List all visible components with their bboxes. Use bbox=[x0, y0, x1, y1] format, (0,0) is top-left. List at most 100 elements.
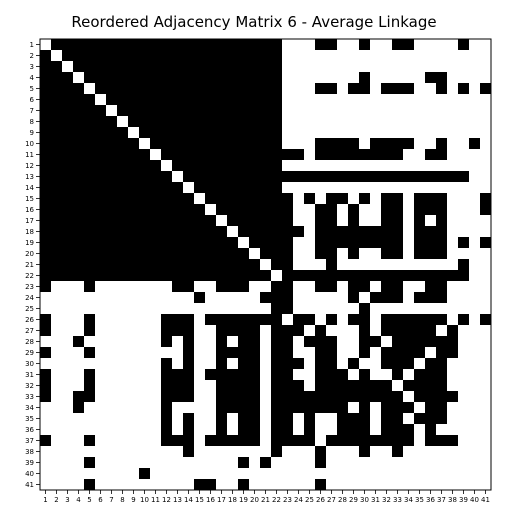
matrix-cell bbox=[117, 402, 129, 414]
matrix-cell bbox=[414, 424, 426, 436]
matrix-cell bbox=[458, 204, 470, 216]
matrix-cell bbox=[392, 72, 404, 84]
matrix-cell bbox=[425, 39, 437, 51]
matrix-cell bbox=[84, 149, 96, 161]
matrix-cell bbox=[183, 116, 195, 128]
matrix-cell bbox=[304, 424, 316, 436]
matrix-cell bbox=[62, 446, 74, 458]
matrix-cell bbox=[381, 446, 393, 458]
matrix-cell bbox=[370, 391, 382, 403]
matrix-cell bbox=[139, 127, 151, 139]
matrix-cell bbox=[227, 171, 239, 183]
y-tick-label: 18 bbox=[25, 228, 34, 236]
matrix-cell bbox=[293, 215, 305, 227]
matrix-cell bbox=[205, 435, 217, 447]
matrix-cell bbox=[359, 435, 371, 447]
matrix-cell bbox=[260, 39, 272, 51]
matrix-cell bbox=[337, 446, 349, 458]
matrix-cell bbox=[326, 127, 338, 139]
matrix-cell bbox=[359, 391, 371, 403]
matrix-cell bbox=[73, 325, 85, 337]
matrix-cell bbox=[381, 72, 393, 84]
matrix-cell bbox=[172, 94, 184, 106]
matrix-cell bbox=[458, 391, 470, 403]
matrix-cell bbox=[227, 127, 239, 139]
matrix-cell bbox=[458, 160, 470, 172]
matrix-cell bbox=[139, 446, 151, 458]
matrix-cell bbox=[139, 182, 151, 194]
matrix-cell bbox=[304, 149, 316, 161]
matrix-cell bbox=[161, 468, 173, 480]
matrix-cell bbox=[172, 413, 184, 425]
matrix-cell bbox=[238, 248, 250, 260]
matrix-cell bbox=[414, 391, 426, 403]
matrix-cell bbox=[480, 61, 492, 73]
matrix-cell bbox=[183, 39, 195, 51]
matrix-cell bbox=[326, 325, 338, 337]
matrix-cell bbox=[161, 380, 173, 392]
matrix-cell bbox=[425, 226, 437, 238]
matrix-cell bbox=[425, 127, 437, 139]
matrix-cell bbox=[469, 303, 481, 315]
matrix-cell bbox=[150, 391, 162, 403]
matrix-cell bbox=[249, 281, 261, 293]
matrix-cell bbox=[414, 281, 426, 293]
matrix-cell bbox=[172, 358, 184, 370]
matrix-cell bbox=[315, 105, 327, 117]
matrix-cell bbox=[128, 204, 140, 216]
matrix-cell bbox=[315, 160, 327, 172]
matrix-cell bbox=[183, 369, 195, 381]
matrix-cell bbox=[128, 303, 140, 315]
matrix-cell bbox=[403, 204, 415, 216]
matrix-cell bbox=[40, 116, 52, 128]
y-tick-label: 31 bbox=[25, 371, 34, 379]
matrix-cell bbox=[414, 215, 426, 227]
y-tick-label: 9 bbox=[30, 129, 34, 137]
matrix-cell bbox=[425, 292, 437, 304]
matrix-cell bbox=[183, 435, 195, 447]
matrix-cell bbox=[238, 149, 250, 161]
matrix-cell bbox=[106, 270, 118, 282]
matrix-cell bbox=[304, 72, 316, 84]
matrix-cell bbox=[117, 215, 129, 227]
matrix-cell bbox=[161, 171, 173, 183]
matrix-cell bbox=[51, 402, 63, 414]
matrix-cell bbox=[95, 413, 107, 425]
matrix-cell bbox=[260, 347, 272, 359]
matrix-cell bbox=[172, 303, 184, 315]
matrix-cell bbox=[216, 391, 228, 403]
matrix-cell bbox=[51, 105, 63, 117]
matrix-cell bbox=[260, 424, 272, 436]
matrix-cell bbox=[304, 325, 316, 337]
matrix-cell bbox=[359, 160, 371, 172]
matrix-cell bbox=[293, 292, 305, 304]
matrix-cell bbox=[469, 457, 481, 469]
matrix-cell bbox=[326, 457, 338, 469]
matrix-cell bbox=[469, 259, 481, 271]
matrix-cell bbox=[128, 105, 140, 117]
matrix-cell bbox=[403, 402, 415, 414]
matrix-cell bbox=[216, 149, 228, 161]
matrix-cell bbox=[425, 83, 437, 95]
matrix-cell bbox=[293, 248, 305, 260]
matrix-cell bbox=[447, 83, 459, 95]
matrix-cell bbox=[40, 303, 52, 315]
matrix-cell bbox=[480, 336, 492, 348]
matrix-cell bbox=[40, 358, 52, 370]
matrix-cell bbox=[315, 138, 327, 150]
matrix-cell bbox=[172, 72, 184, 84]
matrix-cell bbox=[238, 380, 250, 392]
matrix-cell bbox=[128, 39, 140, 51]
matrix-cell bbox=[150, 72, 162, 84]
matrix-cell bbox=[161, 61, 173, 73]
matrix-cell bbox=[469, 105, 481, 117]
matrix-cell bbox=[425, 160, 437, 172]
matrix-cell bbox=[271, 281, 283, 293]
matrix-cell bbox=[293, 138, 305, 150]
matrix-cell bbox=[370, 72, 382, 84]
matrix-cell bbox=[40, 171, 52, 183]
matrix-cell bbox=[260, 116, 272, 128]
matrix-cell bbox=[106, 292, 118, 304]
matrix-cell bbox=[139, 171, 151, 183]
matrix-cell bbox=[480, 72, 492, 84]
